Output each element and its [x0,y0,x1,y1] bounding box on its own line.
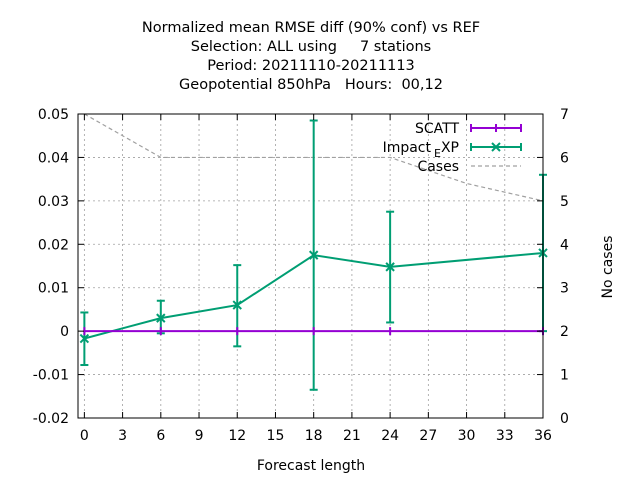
y2-tick-label: 1 [560,368,569,384]
x-tick-label: 36 [534,428,552,444]
impact-point-marker [308,250,319,260]
impact-point-marker [79,333,90,344]
y-tick-label: 0.04 [38,150,69,166]
axis-ticks: 0 3 6 9 12 15 18 21 24 27 30 33 36-0.02-0.0100.010.0… [33,107,569,444]
x-tick-label: 24 [381,428,399,444]
title-line-3: Period: 20211110-20211113 [207,58,415,74]
y-tick-label: 0.03 [38,194,69,210]
y2-tick-label: 6 [560,150,569,166]
legend-label-impact-main: Impact [383,140,432,156]
x-axis-label: Forecast length [257,458,365,474]
legend-sample-impact-marker [491,142,501,152]
x-tick-label: 15 [267,428,285,444]
x-tick-label: 21 [343,428,361,444]
legend-label-impact-tail: XP [441,140,459,156]
x-tick-label: 3 [118,428,127,444]
title-line-1: Normalized mean RMSE diff (90% conf) vs … [142,20,480,36]
title-line-2: Selection: ALL using 7 stations [191,39,432,55]
x-tick-label: 0 [80,428,89,444]
y2-tick-label: 0 [560,411,569,427]
x-tick-label: 6 [156,428,165,444]
x-tick-label: 12 [228,428,246,444]
y2-axis-label: No cases [600,236,616,299]
y2-tick-label: 5 [560,194,569,210]
legend-label-cases: Cases [417,159,459,175]
y2-tick-label: 7 [560,107,569,123]
title-line-4: Geopotential 850hPa Hours: 00,12 [179,77,443,93]
impact-line [84,251,544,340]
impact-point-marker [385,262,395,272]
legend-label-impact: Impact EXP [383,140,459,160]
data-series [79,119,548,391]
legend-samples [470,124,522,167]
impact-point-marker [156,313,166,323]
y-tick-label: 0.01 [38,281,69,297]
y-tick-label: 0.05 [38,107,69,123]
x-tick-label: 33 [496,428,514,444]
y-tick-label: -0.01 [33,368,69,384]
x-tick-label: 27 [419,428,437,444]
y-tick-label: -0.02 [33,411,69,427]
y-tick-label: 0 [60,324,69,340]
legend-label-impact-sub: E [434,147,441,160]
x-tick-label: 18 [305,428,323,444]
grid [78,114,543,418]
x-tick-label: 9 [195,428,204,444]
legend: SCATT Impact EXP Cases [383,121,522,175]
x-tick-label: 30 [458,428,476,444]
impact-point-marker [232,300,242,310]
plot-frame [77,113,544,419]
legend-label-scatt: SCATT [415,121,459,137]
chart-title: Normalized mean RMSE diff (90% conf) vs … [142,20,480,93]
y-tick-label: 0.02 [38,237,69,253]
y2-tick-label: 4 [560,237,569,253]
y2-tick-label: 2 [560,324,569,340]
y2-tick-label: 3 [560,281,569,297]
